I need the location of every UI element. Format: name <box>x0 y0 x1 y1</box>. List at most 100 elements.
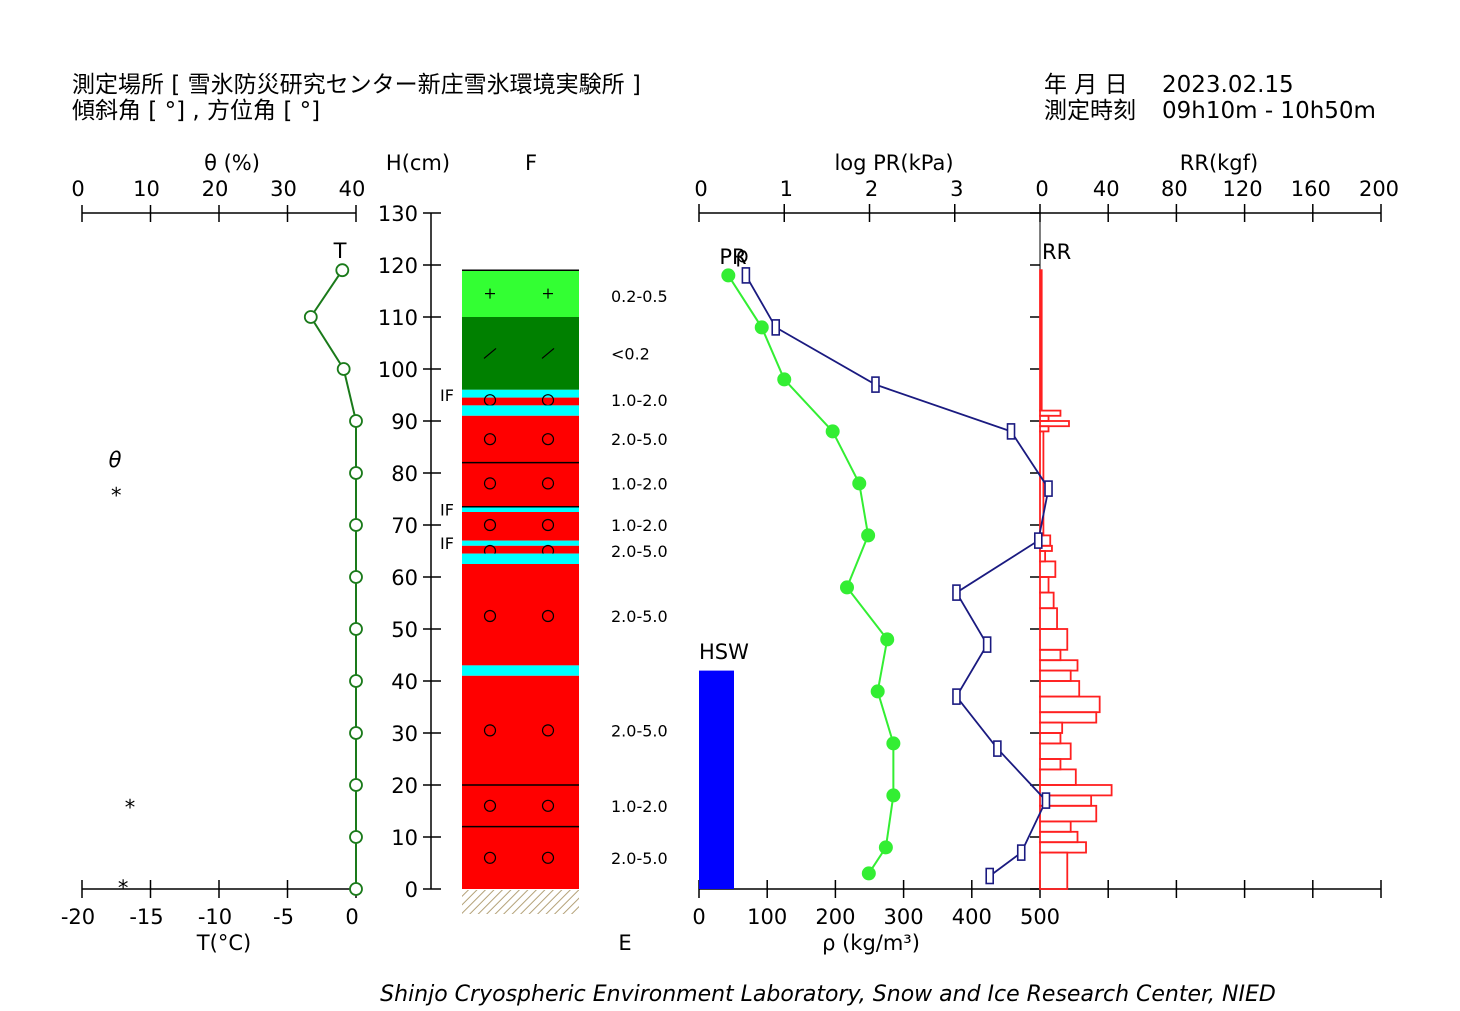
height-tick-label: 30 <box>391 722 418 746</box>
grain-size-label: <0.2 <box>611 344 650 363</box>
rr-bar <box>1039 768 1077 786</box>
height-tick-label: 0 <box>405 878 418 902</box>
snow-layers: 0.2-0.5 <0.2 1.0-2.0 2.0-5.0 1.0-2.0 1.0-2.0 2… <box>440 269 668 914</box>
grain-size-label: 2.0-5.0 <box>611 721 668 740</box>
density-point <box>754 320 769 335</box>
grain-size-label: 1.0-2.0 <box>611 516 668 535</box>
temperature-series <box>303 263 363 896</box>
theta-tick-label: 40 <box>339 177 366 201</box>
rr-bar <box>1039 607 1058 630</box>
height-tick-label: 10 <box>391 826 418 850</box>
rr-bar <box>1039 841 1087 854</box>
density-point <box>886 736 901 751</box>
logpr-tick-label: 2 <box>865 177 878 201</box>
grain-symbol-circle <box>483 609 497 623</box>
density-tick-label: 300 <box>884 905 924 929</box>
snow-layer <box>462 553 579 564</box>
pr-point <box>1033 532 1043 549</box>
pr-point <box>871 376 880 393</box>
rr-bar <box>1039 851 1069 890</box>
logpr-tick-label: 0 <box>1035 177 1048 201</box>
rr-bar <box>1039 409 1062 417</box>
height-tick-label: 70 <box>391 514 418 538</box>
temperature-point <box>349 830 363 844</box>
grain-size-label: 1.0-2.0 <box>611 391 668 410</box>
temperature-point <box>349 778 363 792</box>
grain-size-label: 2.0-5.0 <box>611 430 668 449</box>
density-point <box>870 684 885 699</box>
logpr-tick-label: 0 <box>694 177 707 201</box>
density-point <box>852 476 867 491</box>
temperature-point <box>303 310 318 324</box>
density-point <box>886 788 901 803</box>
rr-series-label: RR <box>1042 240 1071 264</box>
logpr-tick-label: 1 <box>780 177 793 201</box>
rr-axis-title: RR(kgf) <box>1180 151 1258 175</box>
snow-layer <box>462 397 579 406</box>
pr-point <box>952 688 961 705</box>
theta-mark: * <box>118 876 129 900</box>
ground-hatch <box>462 890 579 914</box>
hsw-label: HSW <box>699 640 749 664</box>
snow-layer <box>462 415 579 463</box>
grain-symbol-circle <box>483 724 497 737</box>
pr-series-label: PR <box>719 245 746 269</box>
theta-marks: * * * <box>111 484 135 901</box>
height-tick-label: 130 <box>378 202 418 226</box>
pr-point <box>993 740 1002 757</box>
rr-bar <box>1039 711 1098 724</box>
height-axis-title: H(cm) <box>386 151 450 175</box>
height-tick-label: 110 <box>378 306 418 330</box>
rr-bar <box>1039 648 1062 662</box>
snow-layer <box>462 564 579 666</box>
date-value: 2023.02.15 <box>1162 72 1294 98</box>
snow-layer <box>462 462 579 507</box>
theta-mark: * <box>111 484 122 508</box>
temperature-point <box>349 518 363 532</box>
pr-line <box>745 274 1050 877</box>
temperature-line <box>309 269 357 889</box>
rr-tick-label: 80 <box>1161 177 1188 201</box>
density-series-label: ρ <box>735 243 748 267</box>
snow-layer <box>462 785 579 827</box>
rr-series <box>1039 269 1113 890</box>
rr-tick-label: 200 <box>1359 177 1399 201</box>
pr-point <box>1041 792 1051 809</box>
logpr-tick-label: 3 <box>950 177 963 201</box>
rr-bar <box>1039 591 1055 610</box>
theta-tick-label: 0 <box>71 177 84 201</box>
temperature-tick-label: -20 <box>61 905 95 929</box>
temperature-point <box>335 263 350 278</box>
height-tick-label: 120 <box>378 254 418 278</box>
temperature-point <box>349 414 363 428</box>
pr-point <box>982 636 992 653</box>
grain-symbol-circle <box>483 799 497 812</box>
temperature-point <box>349 726 363 740</box>
snow-layer <box>462 512 579 541</box>
snow-layer <box>462 665 579 676</box>
density-tick-label: 0 <box>692 905 705 929</box>
density-point <box>825 424 840 439</box>
snow-layer <box>462 317 579 390</box>
temperature-tick-label: -5 <box>273 905 294 929</box>
grain-symbol-circle <box>541 724 555 737</box>
ice-film-label: IF <box>440 500 454 519</box>
rr-bar <box>1039 695 1101 714</box>
temperature-tick-label: -15 <box>129 905 163 929</box>
grain-size-label: 2.0-5.0 <box>611 542 668 561</box>
density-line <box>727 274 895 874</box>
temperature-axis-title: T(°C) <box>196 931 251 955</box>
temperature-tick-label: -10 <box>198 905 232 929</box>
temperature-series-label: T <box>333 239 347 263</box>
theta-tick-label: 20 <box>202 177 229 201</box>
pr-series <box>741 267 1053 885</box>
grain-symbol-circle <box>541 851 555 864</box>
pr-point <box>985 867 995 885</box>
rr-tick-label: 160 <box>1291 177 1331 201</box>
grain-symbol-circle <box>483 477 497 490</box>
rr-bar <box>1039 820 1072 833</box>
snow-layer <box>462 826 579 889</box>
grain-size-label: 2.0-5.0 <box>611 607 668 626</box>
